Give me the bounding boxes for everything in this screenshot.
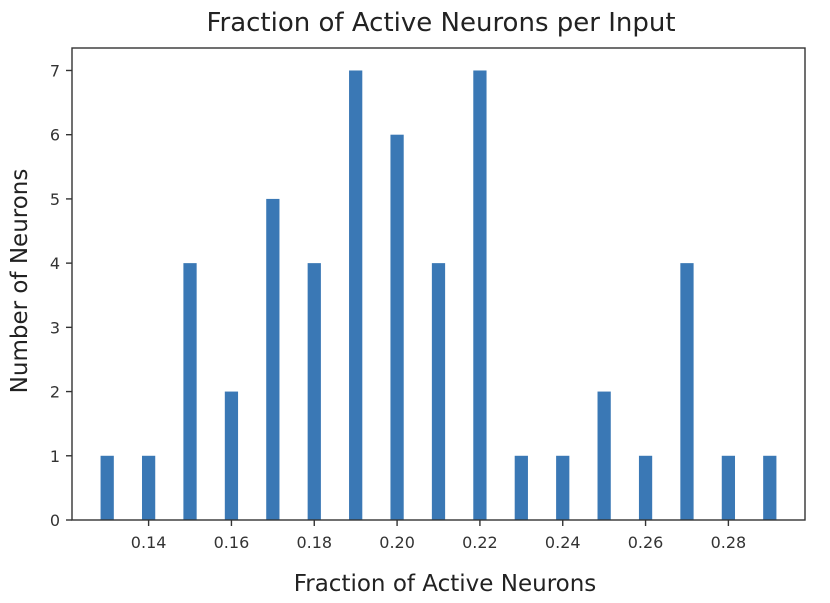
histogram-bar bbox=[556, 455, 570, 520]
x-tick-label: 0.16 bbox=[214, 533, 250, 552]
histogram-bar bbox=[763, 455, 777, 520]
y-tick-label: 5 bbox=[50, 190, 60, 209]
y-tick-label: 4 bbox=[50, 254, 60, 273]
bars-group bbox=[100, 70, 777, 520]
histogram-bar bbox=[266, 198, 280, 520]
histogram-bar bbox=[390, 134, 404, 520]
histogram-bar bbox=[597, 391, 611, 520]
y-tick-label: 7 bbox=[50, 61, 60, 80]
x-tick-label: 0.22 bbox=[462, 533, 498, 552]
x-tick-label: 0.14 bbox=[131, 533, 167, 552]
y-axis-label: Number of Neurons bbox=[7, 169, 33, 394]
x-tick-label: 0.18 bbox=[296, 533, 332, 552]
histogram-bar bbox=[349, 70, 363, 520]
histogram-bar bbox=[183, 263, 197, 520]
y-tick-label: 2 bbox=[50, 383, 60, 402]
histogram-bar bbox=[100, 455, 114, 520]
x-tick-label: 0.28 bbox=[711, 533, 747, 552]
histogram-bar bbox=[431, 263, 446, 520]
y-tick-label: 6 bbox=[50, 126, 60, 145]
plot-frame bbox=[71, 47, 806, 521]
y-tick-label: 0 bbox=[50, 511, 60, 530]
histogram-bar bbox=[224, 391, 239, 520]
y-tick-label: 3 bbox=[50, 318, 60, 337]
y-axis-ticks: 0 1 2 3 4 5 6 7 bbox=[50, 61, 72, 530]
x-tick-label: 0.20 bbox=[379, 533, 415, 552]
x-axis-label: Fraction of Active Neurons bbox=[294, 571, 597, 597]
x-tick-label: 0.26 bbox=[628, 533, 664, 552]
histogram-bar bbox=[680, 263, 694, 520]
histogram-bar bbox=[141, 455, 156, 520]
x-tick-label: 0.24 bbox=[545, 533, 581, 552]
histogram-bar bbox=[307, 263, 321, 520]
y-tick-label: 1 bbox=[50, 447, 60, 466]
histogram-bar bbox=[473, 70, 487, 520]
histogram-bar bbox=[721, 455, 736, 520]
chart-title: Fraction of Active Neurons per Input bbox=[206, 8, 675, 38]
histogram-bar bbox=[638, 455, 653, 520]
x-axis-ticks: 0.14 0.16 0.18 0.20 0.22 0.24 0.26 0.28 bbox=[131, 520, 746, 552]
histogram-bar bbox=[514, 455, 528, 520]
